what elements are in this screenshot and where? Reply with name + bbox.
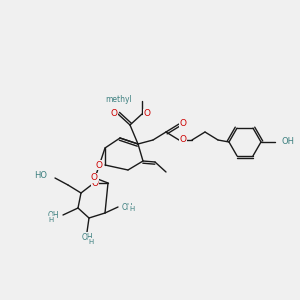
Text: O: O	[91, 173, 98, 182]
Text: H: H	[129, 206, 134, 212]
Text: H: H	[49, 217, 54, 223]
Text: HO: HO	[34, 170, 47, 179]
Text: OH: OH	[282, 137, 295, 146]
Text: methyl: methyl	[105, 94, 132, 103]
Text: O: O	[92, 178, 98, 188]
Text: H: H	[88, 239, 94, 245]
Text: OH: OH	[122, 202, 134, 211]
Text: O: O	[95, 160, 103, 169]
Text: OH: OH	[81, 232, 93, 242]
Text: O: O	[179, 136, 187, 145]
Text: O: O	[179, 119, 187, 128]
Text: OH: OH	[47, 211, 59, 220]
Text: O: O	[143, 110, 151, 118]
Text: O: O	[110, 110, 118, 118]
